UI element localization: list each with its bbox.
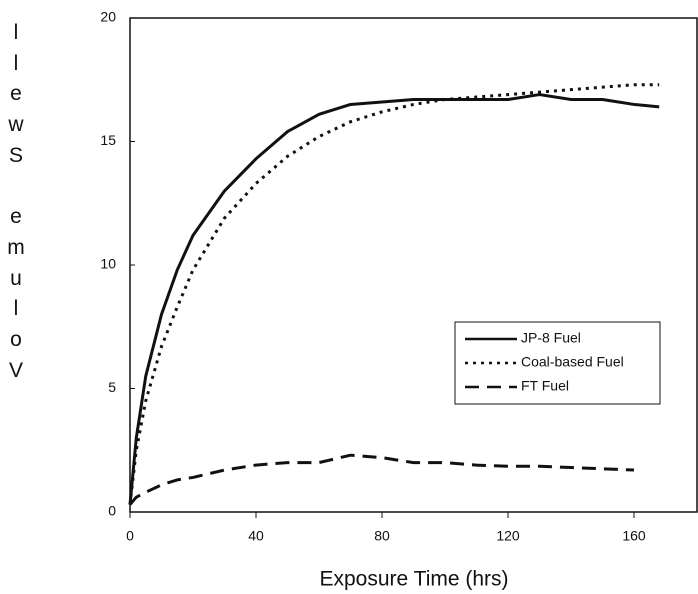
x-tick-label: 160 — [622, 528, 646, 544]
y-axis-title-letter: e — [10, 82, 22, 106]
y-axis-title-letter: l — [13, 297, 19, 321]
y-axis-title-letter: l — [13, 51, 19, 75]
y-tick-label: 5 — [108, 379, 116, 395]
y-axis-title-letter: m — [7, 236, 25, 260]
series-line — [128, 83, 660, 505]
y-tick-label: 0 — [108, 503, 116, 519]
y-axis-title-letter: o — [10, 328, 22, 352]
x-tick-label: 40 — [248, 528, 264, 544]
y-tick-label: 10 — [100, 256, 116, 272]
x-tick-label: 120 — [496, 528, 520, 544]
y-axis-title-letter: u — [10, 266, 22, 290]
x-tick-label: 0 — [126, 528, 134, 544]
legend-label: FT Fuel — [521, 378, 569, 394]
y-tick-label: 20 — [100, 9, 116, 25]
y-tick-label: 15 — [100, 132, 116, 148]
legend-label: JP-8 Fuel — [521, 330, 581, 346]
series-line — [128, 93, 660, 505]
x-tick-label: 80 — [374, 528, 390, 544]
x-axis-title: Exposure Time (hrs) — [319, 568, 508, 591]
y-axis-title-letter: l — [13, 21, 19, 44]
legend-label: Coal-based Fuel — [521, 354, 624, 370]
series-line — [128, 453, 635, 506]
y-axis-title-letter: e — [10, 205, 22, 229]
y-axis-title-letter: V — [8, 358, 23, 382]
plot-frame — [129, 17, 698, 513]
y-axis-title-letter: w — [8, 113, 24, 137]
y-axis-title-letter: S — [8, 143, 23, 167]
